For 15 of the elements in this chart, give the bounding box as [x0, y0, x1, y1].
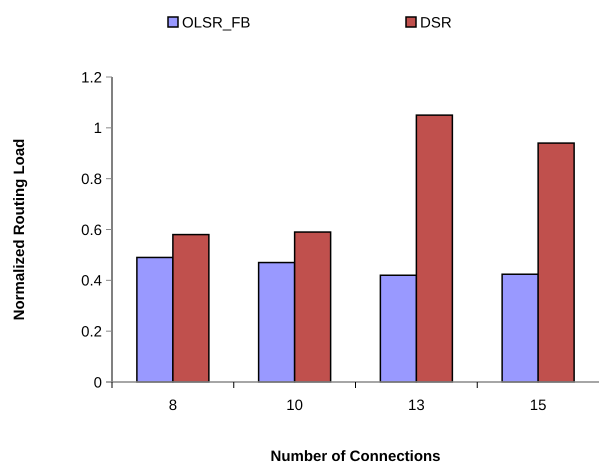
y-tick-label: 1	[94, 120, 102, 138]
legend-label: DSR	[420, 14, 452, 32]
y-tick-label: 0.4	[81, 272, 102, 290]
x-tick-label: 15	[530, 397, 546, 414]
x-tick-label: 13	[408, 397, 425, 414]
y-tick-label: 0.6	[81, 222, 102, 239]
x-tick-label: 8	[168, 397, 178, 414]
y-axis-title: Normalized Routing Load	[11, 138, 28, 320]
y-tick-label: 0.8	[81, 170, 102, 188]
y-tick-label: 1.2	[81, 69, 102, 86]
x-axis-title: Number of Connections	[270, 448, 441, 465]
legend-label: OLSR_FB	[182, 14, 250, 32]
x-tick-label: 10	[286, 397, 303, 414]
y-tick-label: 0.2	[81, 323, 102, 340]
y-tick-label: 0	[94, 374, 102, 392]
